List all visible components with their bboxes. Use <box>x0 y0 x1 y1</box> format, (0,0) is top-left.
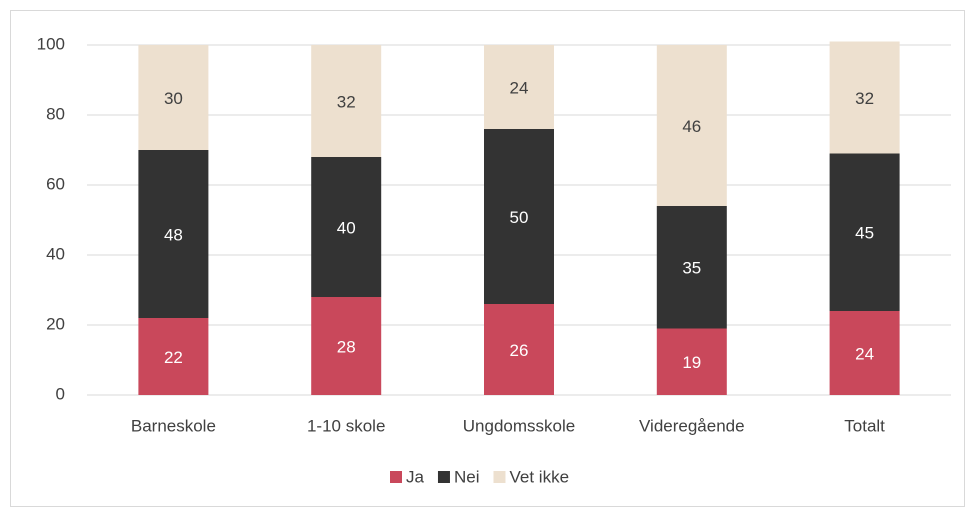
y-tick-label: 100 <box>37 34 65 53</box>
legend-swatch <box>390 471 402 483</box>
bar-segment <box>829 311 900 395</box>
legend-swatch <box>493 471 506 483</box>
data-label: 28 <box>337 337 356 356</box>
x-tick-label: Totalt <box>844 416 885 435</box>
bar-segment <box>656 45 727 206</box>
bar-segment <box>484 45 554 129</box>
y-tick-label: 0 <box>56 384 65 403</box>
data-label: 30 <box>164 89 183 108</box>
data-label: 45 <box>855 224 874 243</box>
data-label: 26 <box>510 341 529 360</box>
legend-label: Nei <box>454 467 480 486</box>
x-tick-label: Barneskole <box>131 416 216 435</box>
bar-segment <box>311 45 382 157</box>
legend-label: Ja <box>406 467 425 486</box>
x-tick-label: 1-10 skole <box>307 416 385 435</box>
legend-swatch <box>437 471 450 483</box>
y-tick-label: 40 <box>46 244 65 263</box>
bar-segment <box>138 45 209 150</box>
x-tick-label: Videregående <box>639 416 745 435</box>
bar-segment <box>138 318 209 395</box>
data-label: 32 <box>855 89 874 108</box>
data-label: 24 <box>855 344 874 363</box>
bar-segment <box>829 41 900 154</box>
bar-segment <box>656 328 727 395</box>
bar-segment <box>484 129 554 304</box>
bar-segment <box>311 297 382 395</box>
bar-segment <box>656 206 727 329</box>
y-tick-label: 60 <box>46 174 65 193</box>
bar-segment <box>829 153 900 311</box>
y-tick-label: 80 <box>46 104 65 123</box>
data-label: 32 <box>337 92 356 111</box>
data-label: 48 <box>164 225 183 244</box>
data-label: 19 <box>682 353 701 372</box>
x-tick-label: Ungdomsskole <box>463 416 575 435</box>
data-label: 35 <box>682 259 701 278</box>
legend-label: Vet ikke <box>509 467 569 486</box>
data-label: 22 <box>164 348 183 367</box>
data-label: 40 <box>337 218 356 237</box>
y-tick-label: 20 <box>46 314 65 333</box>
bar-segment <box>484 304 554 395</box>
bar-segment <box>138 150 209 318</box>
data-label: 24 <box>510 78 529 97</box>
bar-segment <box>311 157 382 297</box>
data-label: 50 <box>510 208 529 227</box>
data-label: 46 <box>682 117 701 136</box>
